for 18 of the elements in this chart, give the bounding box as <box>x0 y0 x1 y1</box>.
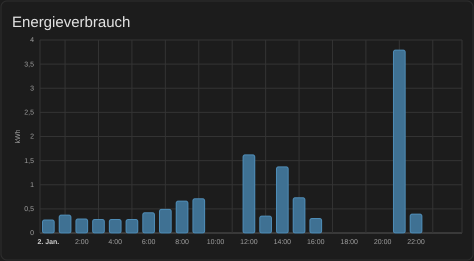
bar <box>58 214 72 234</box>
bar <box>42 219 55 234</box>
bar <box>75 218 88 234</box>
bar <box>126 218 138 234</box>
bar <box>392 50 406 234</box>
bar <box>142 212 155 234</box>
bar <box>309 218 322 234</box>
bar <box>242 154 256 234</box>
bar <box>292 197 306 234</box>
bar <box>108 218 122 234</box>
bar <box>410 214 422 234</box>
bar <box>259 216 272 234</box>
bar <box>176 200 188 234</box>
bar <box>276 166 289 234</box>
bar <box>192 198 206 234</box>
bar <box>158 208 172 234</box>
chart-title: Energieverbrauch <box>12 14 130 31</box>
bar <box>92 218 105 234</box>
